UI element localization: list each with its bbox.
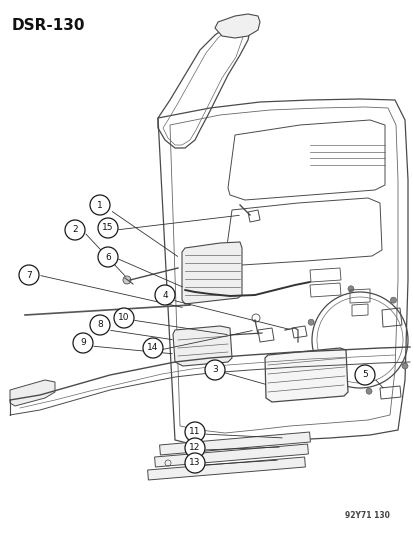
Circle shape — [98, 218, 118, 238]
Polygon shape — [264, 348, 347, 402]
Circle shape — [142, 338, 163, 358]
Text: 2: 2 — [72, 225, 78, 235]
Circle shape — [73, 333, 93, 353]
Circle shape — [354, 365, 374, 385]
Text: 10: 10 — [118, 313, 129, 322]
Polygon shape — [159, 432, 310, 455]
Circle shape — [114, 308, 134, 328]
Circle shape — [123, 276, 131, 284]
Circle shape — [65, 220, 85, 240]
Circle shape — [307, 319, 313, 325]
Text: 15: 15 — [102, 223, 114, 232]
Polygon shape — [182, 242, 242, 304]
Circle shape — [185, 422, 204, 442]
Polygon shape — [147, 457, 305, 480]
Circle shape — [365, 388, 371, 394]
Text: 8: 8 — [97, 320, 102, 329]
Circle shape — [154, 285, 175, 305]
Text: DSR-130: DSR-130 — [12, 18, 85, 33]
Circle shape — [98, 247, 118, 267]
Circle shape — [347, 286, 353, 292]
Polygon shape — [214, 14, 259, 38]
Circle shape — [90, 315, 110, 335]
Circle shape — [19, 265, 39, 285]
Text: 6: 6 — [105, 253, 111, 262]
Circle shape — [323, 377, 329, 383]
Text: 4: 4 — [162, 290, 167, 300]
Text: 1: 1 — [97, 200, 102, 209]
Circle shape — [185, 453, 204, 473]
Circle shape — [204, 360, 224, 380]
Polygon shape — [173, 326, 231, 366]
Text: 11: 11 — [189, 427, 200, 437]
Text: 14: 14 — [147, 343, 158, 352]
Text: 5: 5 — [361, 370, 367, 379]
Text: 12: 12 — [189, 443, 200, 453]
Text: 7: 7 — [26, 271, 32, 279]
Polygon shape — [10, 380, 55, 406]
Polygon shape — [154, 444, 308, 467]
Text: 9: 9 — [80, 338, 85, 348]
Text: 92Y71 130: 92Y71 130 — [344, 511, 389, 520]
Text: 13: 13 — [189, 458, 200, 467]
Circle shape — [389, 297, 396, 303]
Text: 3: 3 — [211, 366, 217, 375]
Circle shape — [185, 438, 204, 458]
Circle shape — [401, 363, 407, 369]
Circle shape — [90, 195, 110, 215]
